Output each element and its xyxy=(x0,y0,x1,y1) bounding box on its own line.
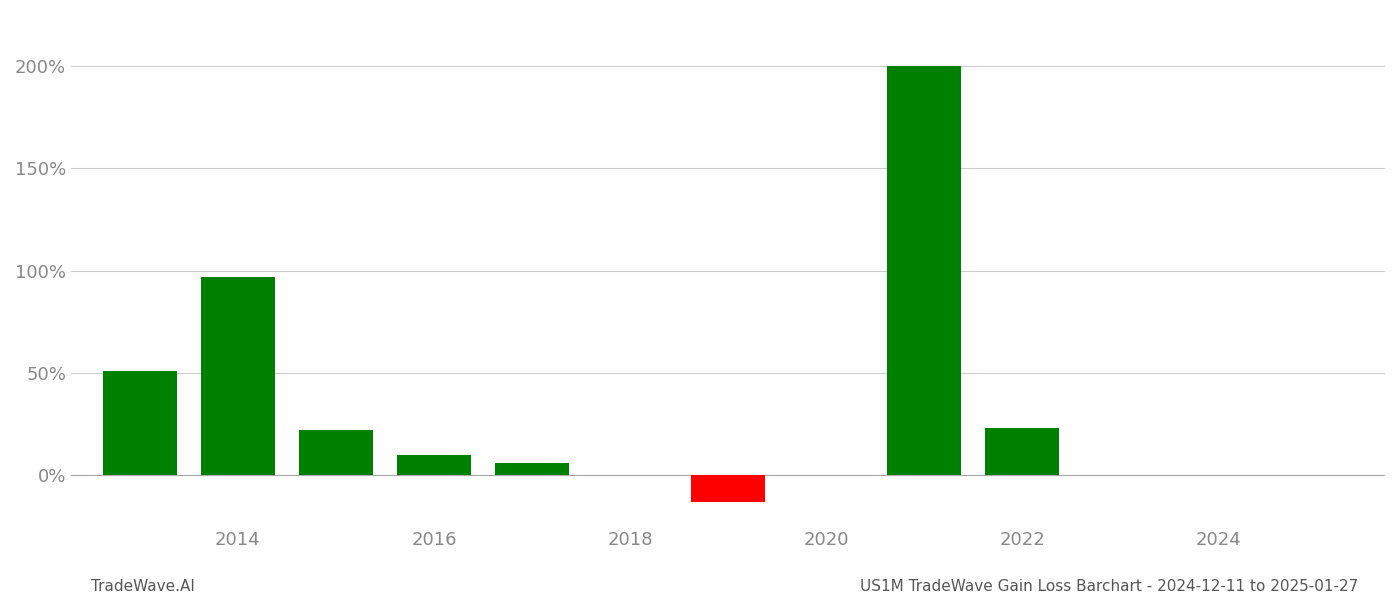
Text: TradeWave.AI: TradeWave.AI xyxy=(91,579,195,594)
Text: US1M TradeWave Gain Loss Barchart - 2024-12-11 to 2025-01-27: US1M TradeWave Gain Loss Barchart - 2024… xyxy=(860,579,1358,594)
Bar xyxy=(300,430,372,475)
Bar xyxy=(398,455,470,475)
Bar xyxy=(888,66,960,475)
Bar xyxy=(692,475,764,502)
Bar xyxy=(496,463,568,475)
Bar xyxy=(202,277,274,475)
Bar xyxy=(104,371,176,475)
Bar xyxy=(986,428,1058,475)
